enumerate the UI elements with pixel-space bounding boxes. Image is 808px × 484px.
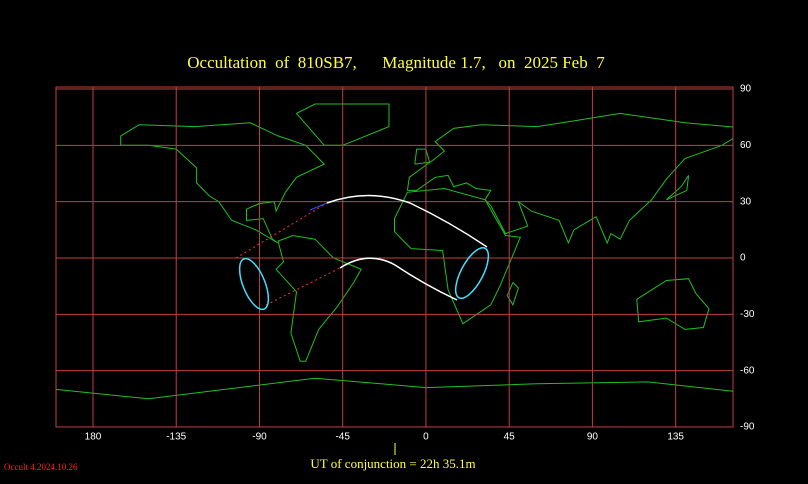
x-tick-label: 0: [423, 432, 429, 443]
coastline: [666, 175, 690, 201]
y-tick-label: 0: [740, 253, 746, 264]
y-tick-label: -30: [740, 309, 755, 320]
x-tick-label: 45: [504, 432, 516, 443]
x-tick-label: -135: [166, 432, 186, 443]
y-tick-label: 30: [740, 196, 752, 207]
sunrise-ellipse: [238, 257, 270, 311]
path-south-limit: [339, 257, 458, 301]
x-tick-label: -45: [335, 432, 350, 443]
x-tick-label: -90: [252, 432, 267, 443]
x-tick-label: 135: [667, 432, 684, 443]
coastline: [636, 278, 710, 330]
grid: [56, 87, 733, 428]
y-tick-label: -60: [740, 365, 755, 376]
sunset-ellipse: [454, 246, 490, 300]
path-edge-dotted: [235, 202, 328, 259]
coastlines: [56, 103, 733, 400]
coastline: [394, 187, 522, 325]
frame: [55, 86, 734, 428]
x-tick-label: 90: [587, 432, 599, 443]
title: Occultation of 810SB7, Magnitude 1.7, on…: [187, 53, 605, 72]
path-edge-blue: [309, 202, 328, 211]
y-tick-label: 60: [740, 140, 752, 151]
conjunction-label: UT of conjunction = 22h 35.1m: [310, 456, 475, 471]
coastline: [414, 148, 431, 165]
coastline: [56, 377, 733, 400]
coastline: [275, 234, 362, 362]
version-label: Occult 4.2024.10.26: [4, 462, 78, 472]
y-tick-label: 90: [740, 84, 752, 95]
path-north-limit: [326, 194, 488, 248]
x-tick-label: 180: [85, 432, 102, 443]
path-edge-dotted: [265, 267, 341, 306]
coastline: [406, 112, 733, 245]
y-tick-label: -90: [740, 422, 755, 433]
coastline: [120, 122, 326, 244]
occultation-path: [235, 194, 490, 311]
